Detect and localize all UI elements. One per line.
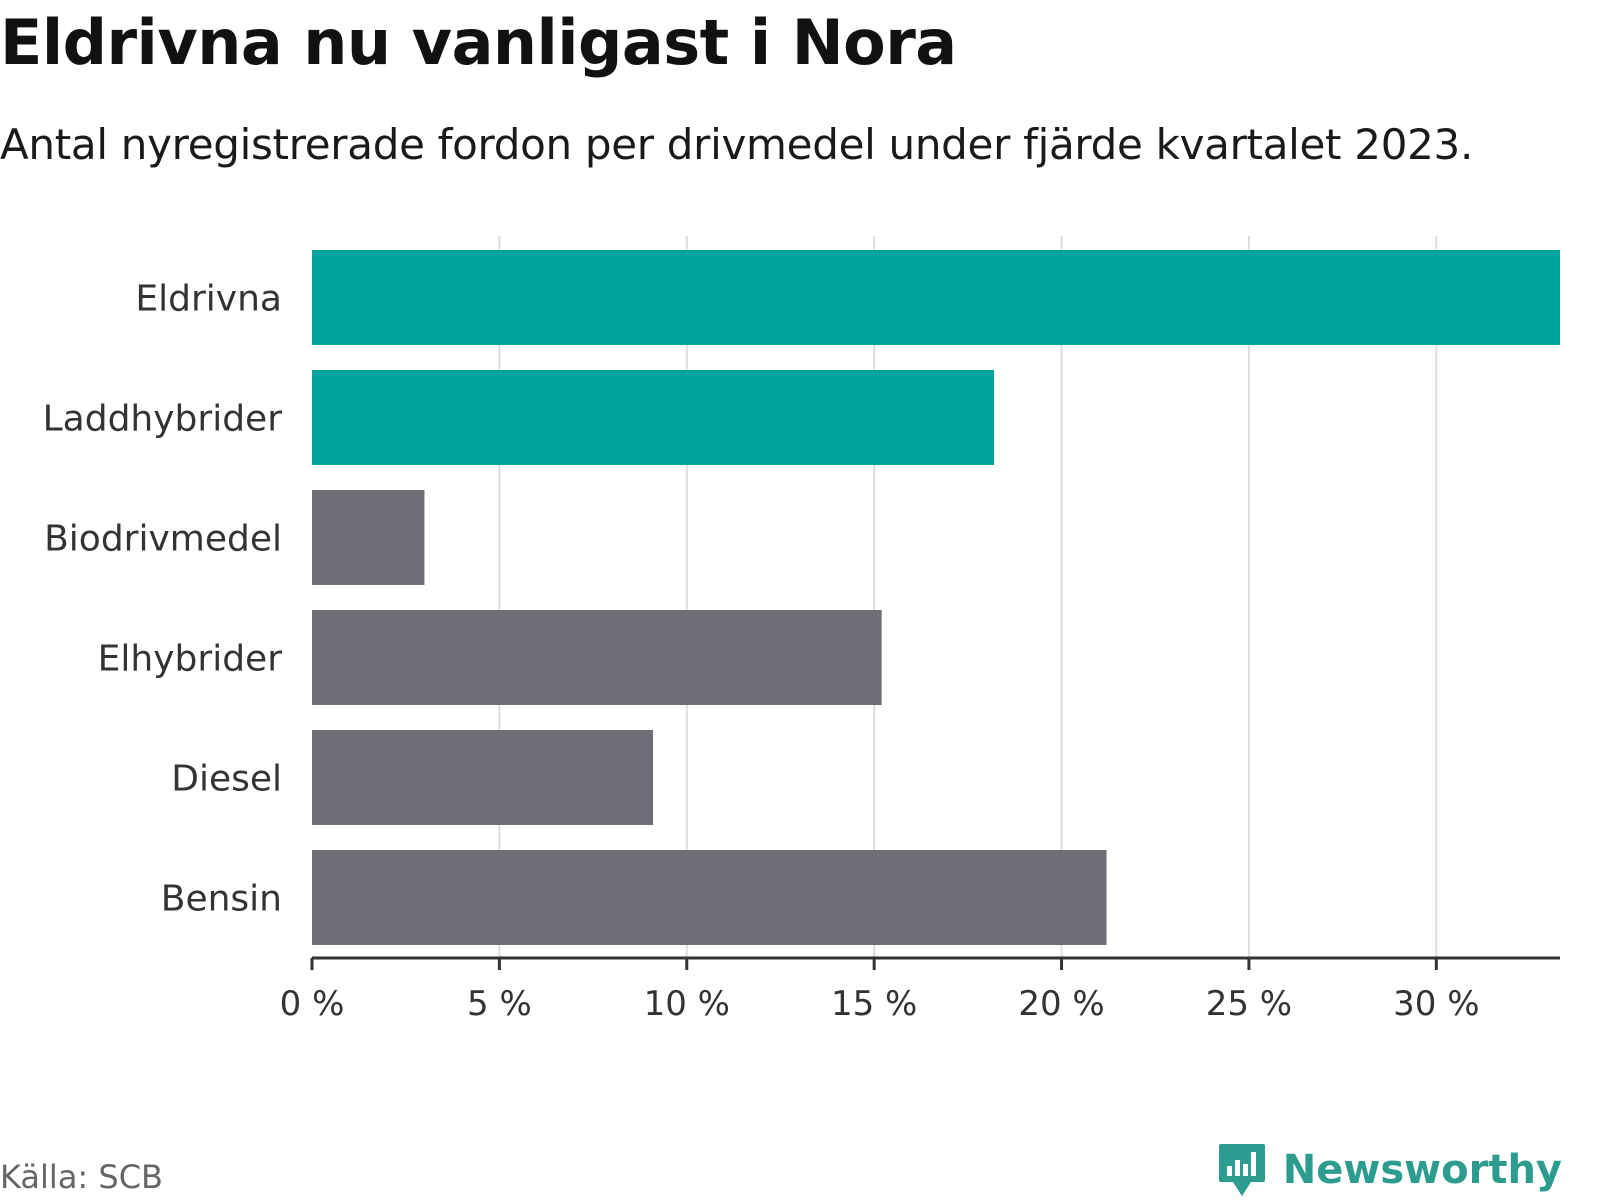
source-note: Källa: SCB xyxy=(0,1158,163,1196)
x-axis: 0 % 5 % 10 % 15 % 20 % 25 % 30 % xyxy=(280,956,1560,1024)
bar-chart: Eldrivna Laddhybrider Biodrivmedel Elhybrid… xyxy=(43,236,1560,1024)
chart-subtitle: Antal nyregistrerade fordon per drivmede… xyxy=(0,120,1474,169)
brand-logo: Newsworthy xyxy=(1217,1140,1562,1200)
newsworthy-logo-icon xyxy=(1218,1144,1265,1196)
bar-laddhybrider xyxy=(312,370,995,465)
bar-bensin xyxy=(312,850,1107,945)
category-label-elhybrider: Elhybrider xyxy=(98,639,283,680)
x-tick-label-0: 0 % xyxy=(280,984,345,1024)
category-label-bensin: Bensin xyxy=(161,879,282,920)
category-label-diesel: Diesel xyxy=(171,759,282,800)
chart-title: Eldrivna nu vanligast i Nora xyxy=(0,6,957,79)
x-tick-label-5: 25 % xyxy=(1206,984,1292,1024)
x-tick-label-1: 5 % xyxy=(467,984,532,1024)
category-label-laddhybrider: Laddhybrider xyxy=(43,399,283,440)
bar-diesel xyxy=(312,730,654,825)
x-tick-label-4: 20 % xyxy=(1018,984,1104,1024)
category-label-biodrivmedel: Biodrivmedel xyxy=(44,519,282,560)
category-label-eldrivna: Eldrivna xyxy=(135,279,282,320)
bar-eldrivna xyxy=(312,250,1560,345)
bar-biodrivmedel xyxy=(312,490,425,585)
category-label-layer: Eldrivna Laddhybrider Biodrivmedel Elhybrid… xyxy=(43,279,283,920)
x-tick-label-2: 10 % xyxy=(644,984,730,1024)
bar-layer xyxy=(312,250,1560,945)
x-tick-label-6: 30 % xyxy=(1393,984,1479,1024)
bar-elhybrider xyxy=(312,610,882,705)
x-tick-label-3: 15 % xyxy=(831,984,917,1024)
grid-layer xyxy=(498,236,1438,958)
brand-name: Newsworthy xyxy=(1282,1147,1562,1193)
